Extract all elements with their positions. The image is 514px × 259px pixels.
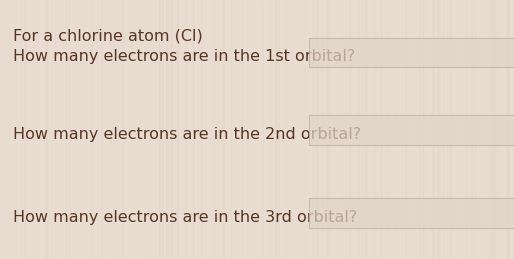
Text: How many electrons are in the 1st orbital?: How many electrons are in the 1st orbita… — [13, 49, 355, 64]
Bar — [309, 115, 514, 145]
Bar — [309, 38, 514, 67]
Bar — [309, 198, 514, 228]
Text: How many electrons are in the 3rd orbital?: How many electrons are in the 3rd orbita… — [13, 210, 357, 225]
Text: For a chlorine atom (Cl): For a chlorine atom (Cl) — [13, 28, 203, 44]
Text: How many electrons are in the 2nd orbital?: How many electrons are in the 2nd orbita… — [13, 127, 361, 142]
